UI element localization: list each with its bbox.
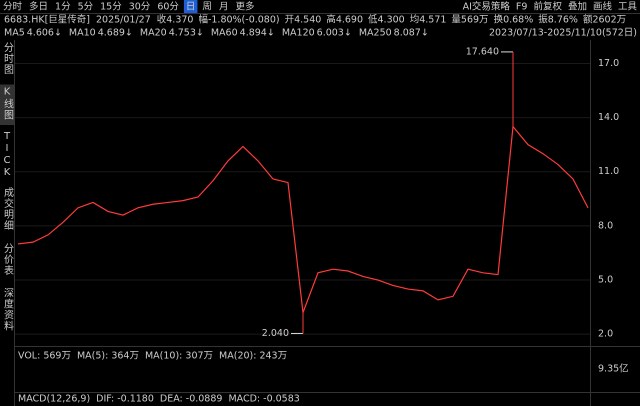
quote-field: 量569万 — [451, 15, 488, 26]
y-tick-label: 5.0 — [598, 275, 613, 286]
volume-legend: VOL: 569万 — [18, 351, 71, 362]
sidebar-tab[interactable]: 成交明细 — [2, 187, 14, 231]
quote-field: 振8.76% — [538, 14, 578, 26]
date-range: 2023/07/13-2025/11/10(572日) — [489, 28, 637, 39]
period-tab[interactable]: 分时 — [3, 1, 23, 13]
macd-legend: MACD(12,26,9) — [18, 394, 90, 405]
period-tab[interactable]: 多日 — [29, 1, 48, 13]
annotation-label: 17.640 — [466, 46, 499, 57]
tab-highlight — [183, 0, 198, 13]
y-tick-label: 11.0 — [598, 166, 619, 177]
tool-button[interactable]: 前复权 — [533, 1, 562, 13]
macd-legend: DEA: -0.0889 — [160, 394, 223, 405]
ma-value: 6.003↓ — [317, 28, 352, 39]
ma-name: MA120 — [282, 28, 315, 39]
volume-legend: MA(5): 364万 — [77, 351, 139, 362]
macd-legend: DIF: -0.1180 — [96, 394, 154, 405]
y-tick-label: 17.0 — [598, 58, 619, 69]
quote-field: 额2602万 — [583, 14, 626, 26]
ma-value: 4.894↓ — [240, 28, 275, 39]
quote-field: 幅-1.80%(-0.080) — [198, 14, 279, 26]
quote-field: 开4.540 — [285, 15, 322, 26]
sidebar-tab[interactable]: 分时图 — [2, 42, 14, 75]
volume-legend: MA(10): 307万 — [145, 351, 213, 362]
period-tab[interactable]: 1分 — [55, 2, 71, 13]
tool-button[interactable]: 画线 — [593, 1, 613, 13]
sidebar-tab[interactable]: 分价表 — [2, 243, 14, 276]
symbol: 6683.HK[巨星传奇] — [4, 14, 90, 26]
quote-date: 2025/01/27 — [96, 15, 151, 26]
ma-name: MA5 — [4, 28, 25, 39]
period-tab[interactable]: 5分 — [78, 2, 94, 13]
sidebar-tab[interactable]: TICK — [2, 131, 13, 179]
ma-name: MA10 — [69, 28, 96, 39]
quote-field: 收4.370 — [157, 14, 194, 26]
period-tab[interactable]: 日 — [186, 2, 196, 13]
volume-legend: MA(20): 243万 — [219, 351, 287, 362]
period-tab[interactable]: 60分 — [157, 2, 179, 13]
sidebar-highlight — [0, 84, 14, 125]
quote-field: 均4.571 — [410, 14, 447, 26]
ma-value: 4.689↓ — [98, 28, 133, 39]
ma-name: MA250 — [359, 28, 392, 39]
ma-value: 4.753↓ — [169, 28, 204, 39]
macd-legend: MACD: -0.0583 — [228, 394, 299, 405]
tool-button[interactable]: AI交易策略 — [463, 1, 511, 13]
period-tab[interactable]: 15分 — [100, 2, 122, 13]
tool-button[interactable]: 工具 — [618, 2, 638, 13]
volume-axis-label: 9.35亿 — [598, 363, 629, 375]
tool-button[interactable]: 叠加 — [568, 2, 587, 13]
ma-name: MA20 — [140, 28, 167, 39]
tool-button[interactable]: F9 — [516, 2, 528, 13]
sidebar-tab[interactable]: K线图 — [2, 87, 14, 121]
y-tick-label: 14.0 — [598, 112, 619, 123]
annotation-label: 2.040 — [262, 328, 289, 339]
period-tab[interactable]: 30分 — [129, 2, 151, 13]
quote-field: 高4.690 — [326, 14, 363, 26]
y-tick-label: 8.0 — [598, 220, 613, 231]
ma-name: MA60 — [211, 28, 238, 39]
ma-value: 4.606↓ — [27, 28, 62, 39]
period-tab[interactable]: 月 — [219, 2, 229, 13]
ma-value: 8.087↓ — [394, 28, 429, 39]
quote-field: 换0.68% — [494, 14, 534, 26]
period-tab[interactable]: 周 — [202, 2, 212, 13]
quote-field: 低4.300 — [368, 14, 405, 26]
period-tab[interactable]: 更多 — [235, 1, 254, 13]
sidebar-tab[interactable]: 深度资料 — [2, 287, 14, 331]
y-tick-label: 2.0 — [598, 329, 613, 340]
